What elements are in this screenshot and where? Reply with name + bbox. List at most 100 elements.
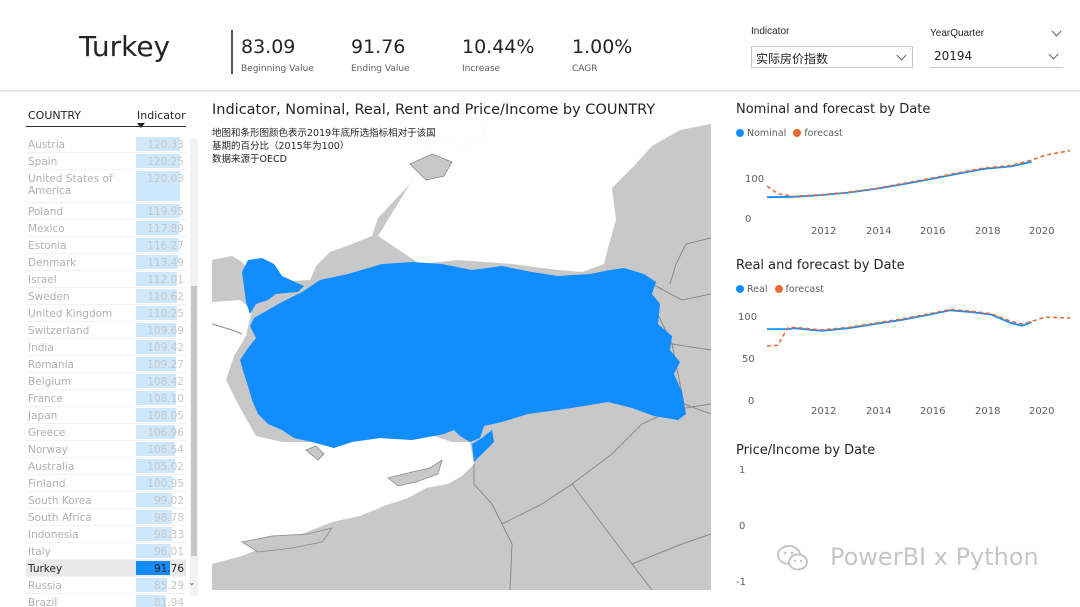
kpi-cagr: 1.00% CAGR bbox=[572, 36, 632, 74]
indicator-value-cell: 81.94 bbox=[153, 597, 184, 607]
map-note-line: 数据来源于OECD bbox=[212, 154, 287, 165]
legend-label: forecast bbox=[785, 284, 824, 295]
table-row[interactable]: Finland 100.95 bbox=[26, 475, 186, 492]
table-row[interactable]: India 109.42 bbox=[26, 339, 186, 356]
real-chart-legend[interactable]: Real forecast bbox=[736, 284, 828, 295]
kpi-ending-value: 91.76 Ending Value bbox=[351, 36, 410, 74]
indicator-value-cell: 99.02 bbox=[153, 495, 184, 507]
real-series-line[interactable] bbox=[767, 309, 1032, 332]
table-row[interactable]: Spain 120.25 bbox=[26, 153, 186, 170]
table-scrollbar[interactable] bbox=[190, 138, 198, 596]
country-cell: Brazil bbox=[28, 597, 58, 607]
indicator-databar bbox=[136, 272, 177, 286]
table-row[interactable]: Sweden 110.62 bbox=[26, 288, 186, 305]
scroll-down-icon[interactable]: ⌄ bbox=[188, 578, 196, 588]
map-note-line: 地图和条形图颜色表示2019年底所选指标相对于该国 bbox=[212, 128, 436, 139]
table-row[interactable]: France 108.10 bbox=[26, 390, 186, 407]
country-cell: South Korea bbox=[28, 495, 92, 507]
country-cell: Indonesia bbox=[28, 529, 79, 541]
legend-item-forecast[interactable]: forecast bbox=[793, 128, 843, 139]
table-row[interactable]: Greece 106.96 bbox=[26, 424, 186, 441]
nominal-series-line[interactable] bbox=[766, 160, 1032, 199]
table-row[interactable]: Australia 105.02 bbox=[26, 458, 186, 475]
indicator-databar bbox=[136, 171, 180, 201]
indicator-databar bbox=[136, 204, 180, 218]
x-tick-label: 2020 bbox=[1029, 406, 1054, 417]
country-table: COUNTRY Indicator Austria 120.33 Spain 120.… bbox=[22, 98, 200, 607]
indicator-value-cell: 109.27 bbox=[147, 359, 184, 371]
price-income-chart-title: Price/Income by Date bbox=[736, 443, 876, 458]
real-chart-title: Real and forecast by Date bbox=[736, 258, 905, 273]
sort-descending-icon[interactable] bbox=[137, 123, 145, 128]
forecast-series-line[interactable] bbox=[766, 308, 1070, 347]
column-header-country[interactable]: COUNTRY bbox=[28, 109, 81, 122]
legend-item-nominal[interactable]: Nominal bbox=[736, 128, 786, 139]
nominal-chart-legend[interactable]: Nominal forecast bbox=[736, 128, 847, 139]
table-row[interactable]: Austria 120.33 bbox=[26, 136, 186, 153]
cyprus-island bbox=[387, 459, 443, 487]
kpi-value: 83.09 bbox=[241, 36, 296, 58]
indicator-databar bbox=[136, 442, 175, 456]
indicator-databar bbox=[136, 595, 166, 607]
indicator-databar bbox=[136, 459, 175, 473]
country-cell: Sweden bbox=[28, 291, 70, 303]
table-row[interactable]: Russia 85.29 bbox=[26, 577, 186, 594]
map-canvas[interactable] bbox=[212, 124, 711, 590]
yearquarter-dropdown[interactable]: 20194 bbox=[930, 46, 1063, 68]
y-tick-label: 50 bbox=[742, 354, 755, 365]
kpi-label: Ending Value bbox=[351, 64, 410, 74]
table-row[interactable]: Romania 109.27 bbox=[26, 356, 186, 373]
table-row[interactable]: Brazil 81.94 bbox=[26, 594, 186, 607]
table-row[interactable]: Poland 119.95 bbox=[26, 203, 186, 220]
indicator-value-cell: 96.01 bbox=[153, 546, 184, 558]
indicator-value-cell: 110.62 bbox=[147, 291, 184, 303]
legend-dot bbox=[793, 129, 802, 137]
table-row[interactable]: South Korea 99.02 bbox=[26, 492, 186, 509]
country-cell: United States of America bbox=[28, 173, 113, 197]
indicator-value-cell: 120.33 bbox=[147, 139, 184, 151]
table-row[interactable]: Italy 96.01 bbox=[26, 543, 186, 560]
indicator-databar bbox=[136, 357, 176, 371]
table-row[interactable]: Norway 106.54 bbox=[26, 441, 186, 458]
table-row[interactable]: Belgium 108.42 bbox=[26, 373, 186, 390]
turkey-country-shape[interactable] bbox=[240, 258, 686, 462]
kpi-beginning-value: 83.09 Beginning Value bbox=[241, 36, 314, 74]
table-row[interactable]: Israel 112.01 bbox=[26, 271, 186, 288]
table-body: Austria 120.33 Spain 120.25 United States of… bbox=[26, 136, 186, 607]
legend-item-real[interactable]: Real bbox=[736, 284, 767, 295]
table-row[interactable]: Estonia 116.27 bbox=[26, 237, 186, 254]
x-tick-label: 2014 bbox=[866, 406, 891, 417]
table-row[interactable]: Denmark 113.49 bbox=[26, 254, 186, 271]
table-row[interactable]: Turkey 91.76 bbox=[26, 560, 186, 577]
indicator-dropdown[interactable]: 实际房价指数 bbox=[751, 46, 913, 68]
kpi-label: Beginning Value bbox=[241, 64, 314, 74]
table-row[interactable]: United Kingdom 110.25 bbox=[26, 305, 186, 322]
real-line-chart[interactable]: 100 50 0 2012 2014 2016 2018 2020 bbox=[736, 300, 1070, 420]
nominal-line-chart[interactable]: 100 0 2012 2014 2016 2018 2020 bbox=[736, 142, 1070, 238]
map-note-line: 基期的百分比（2015年为100） bbox=[212, 141, 350, 152]
column-header-indicator[interactable]: Indicator bbox=[137, 109, 186, 122]
y-tick-label: -1 bbox=[736, 577, 746, 588]
table-row[interactable]: United States of America 120.03 bbox=[26, 170, 186, 203]
table-row[interactable]: Mexico 117.89 bbox=[26, 220, 186, 237]
table-row[interactable]: Japan 108.05 bbox=[26, 407, 186, 424]
price-income-line-chart[interactable]: 1 0 -1 bbox=[736, 460, 1070, 600]
table-row[interactable]: Switzerland 109.69 bbox=[26, 322, 186, 339]
indicator-slicer: Indicator 实际房价指数 bbox=[751, 26, 913, 68]
kpi-value: 1.00% bbox=[572, 36, 633, 58]
indicator-value-cell: 119.95 bbox=[147, 206, 184, 218]
country-map[interactable] bbox=[212, 124, 711, 590]
country-cell: Turkey bbox=[28, 563, 63, 575]
nominal-chart-title: Nominal and forecast by Date bbox=[736, 102, 931, 117]
country-cell: Israel bbox=[28, 274, 57, 286]
table-row[interactable]: South Africa 98.78 bbox=[26, 509, 186, 526]
indicator-value-cell: 120.25 bbox=[147, 156, 184, 168]
indicator-value-cell: 91.76 bbox=[153, 563, 184, 575]
forecast-series-line[interactable] bbox=[766, 149, 1070, 198]
aegean-island bbox=[305, 445, 325, 461]
legend-item-forecast[interactable]: forecast bbox=[774, 284, 824, 295]
table-row[interactable]: Indonesia 98.33 bbox=[26, 526, 186, 543]
scrollbar-thumb[interactable] bbox=[191, 286, 197, 556]
indicator-databar bbox=[136, 408, 176, 422]
indicator-value-cell: 105.02 bbox=[147, 461, 184, 473]
